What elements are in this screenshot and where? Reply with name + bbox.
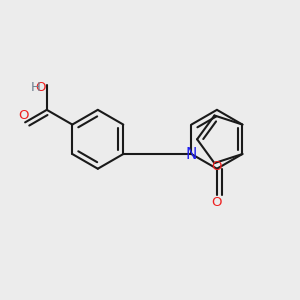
Text: H: H [31, 81, 41, 94]
Text: N: N [186, 146, 197, 161]
Text: O: O [35, 81, 46, 94]
Text: O: O [212, 196, 222, 209]
Text: O: O [19, 109, 29, 122]
Text: O: O [211, 160, 221, 173]
